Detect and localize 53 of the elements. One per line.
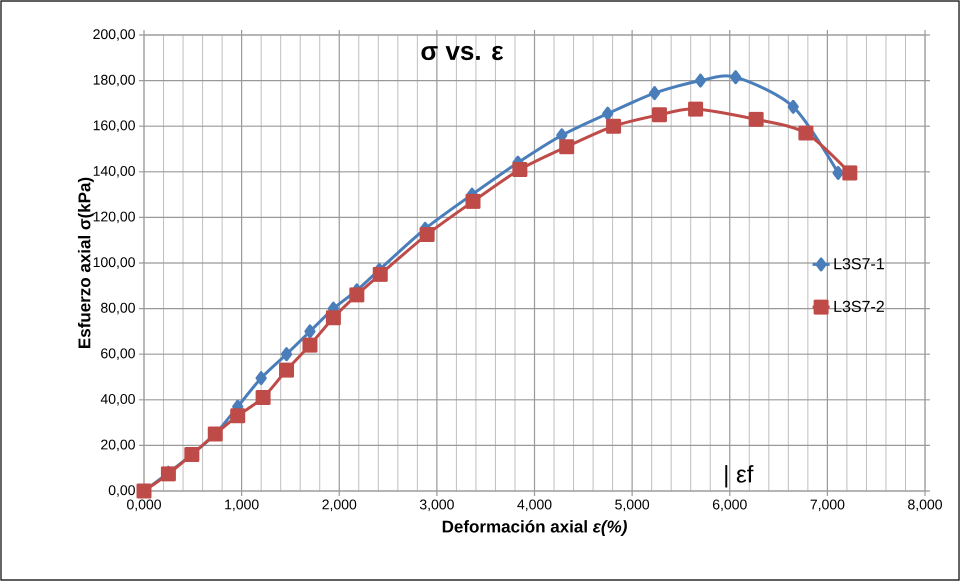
point xyxy=(606,118,622,134)
y-tick-label: 60,00 xyxy=(101,348,135,360)
x-axis-title: Deformación axial ε(%) xyxy=(442,520,627,536)
x-tick-label: 1,000 xyxy=(225,500,259,512)
x-tick-label: 2,000 xyxy=(322,500,356,512)
point xyxy=(798,126,814,141)
point xyxy=(748,112,764,127)
point xyxy=(230,408,246,424)
y-tick-label: 180,00 xyxy=(94,74,135,86)
point xyxy=(602,106,614,121)
point xyxy=(326,310,341,326)
x-tick-label: 4,000 xyxy=(517,500,552,512)
point xyxy=(559,139,574,154)
legend-label: L3S7-2 xyxy=(834,300,884,312)
point xyxy=(694,74,706,88)
point xyxy=(730,70,742,84)
point xyxy=(556,128,568,142)
point xyxy=(652,107,667,122)
y-tick-label: 140,00 xyxy=(94,166,135,178)
point xyxy=(420,227,435,242)
legend-label: L3S7-1 xyxy=(834,258,884,270)
y-tick-label: 0,00 xyxy=(108,485,135,497)
x-tick-label: 6,000 xyxy=(712,500,747,512)
point xyxy=(466,194,480,209)
point xyxy=(512,162,528,178)
annotation: | εf xyxy=(725,465,754,488)
point xyxy=(788,100,799,114)
point xyxy=(279,362,294,378)
point xyxy=(256,371,267,386)
point xyxy=(688,102,704,117)
y-tick-label: 40,00 xyxy=(100,394,135,406)
x-tick-label: 3,000 xyxy=(420,500,454,512)
point xyxy=(842,165,858,180)
point xyxy=(302,338,318,353)
x-tick-label: 8,000 xyxy=(908,500,942,512)
chart-title: σ vs. ε xyxy=(421,46,504,60)
point xyxy=(256,390,271,406)
point xyxy=(349,287,364,302)
point xyxy=(648,86,660,100)
y-tick-label: 80,00 xyxy=(101,302,135,314)
x-tick-label: 5,000 xyxy=(615,500,650,512)
y-axis-title: Esfuerzo axial σ(kPa) xyxy=(78,178,94,348)
x-tick-label: 0,000 xyxy=(127,500,161,512)
y-tick-label: 160,00 xyxy=(94,120,135,132)
y-tick-label: 200,00 xyxy=(93,29,135,41)
point xyxy=(280,347,292,362)
y-tick-label: 20,00 xyxy=(101,440,135,452)
x-tick-label: 7,000 xyxy=(810,500,844,512)
point xyxy=(372,266,388,282)
point xyxy=(304,324,316,338)
y-tick-label: 120,00 xyxy=(94,212,135,224)
point xyxy=(832,166,844,180)
y-tick-label: 100,00 xyxy=(94,257,135,269)
